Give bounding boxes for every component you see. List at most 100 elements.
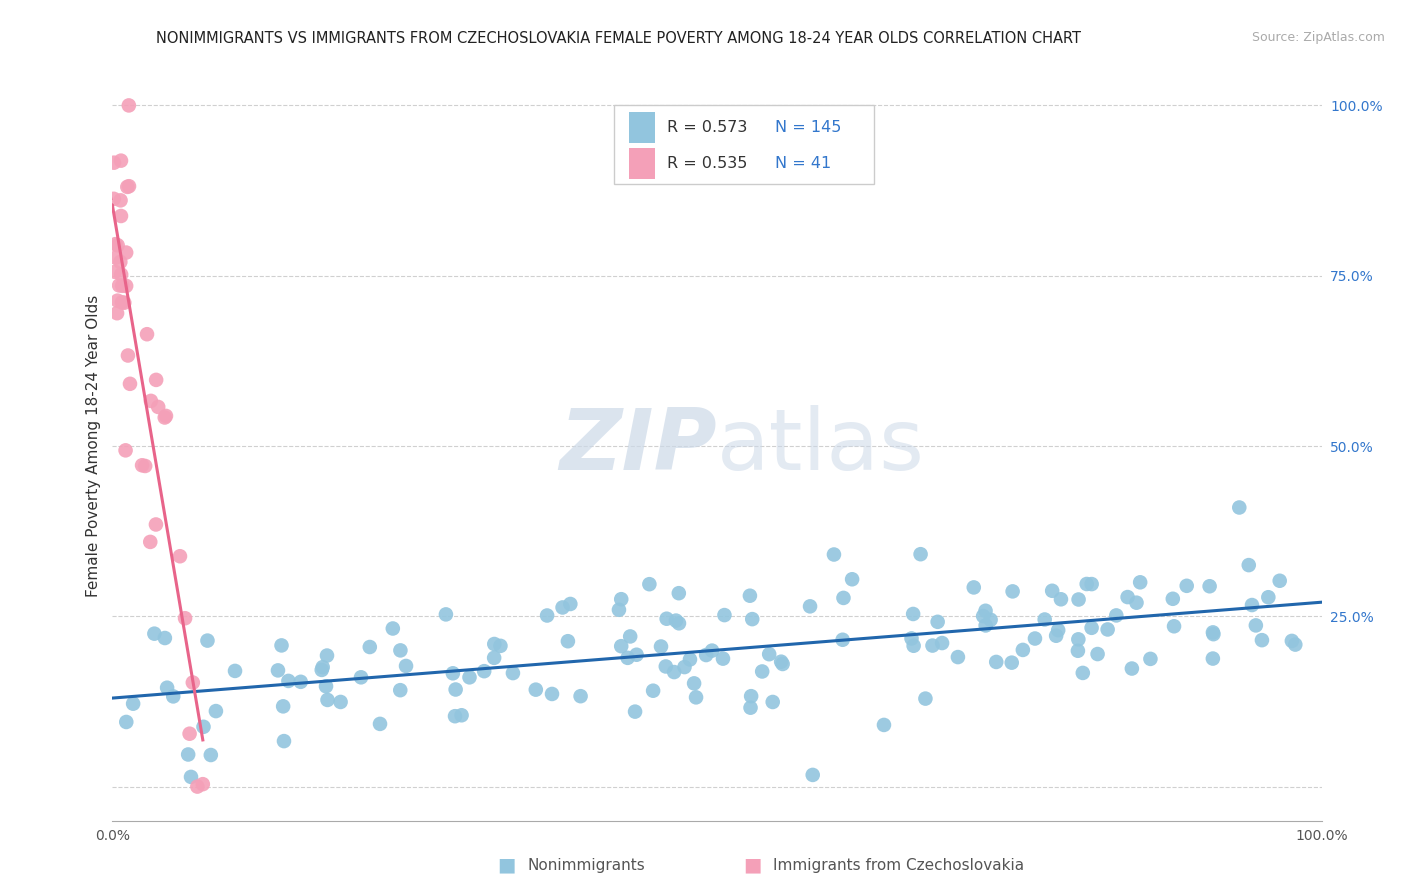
Point <box>1067 644 1090 658</box>
Point <box>145 517 167 532</box>
Point <box>179 727 201 741</box>
Point <box>643 683 665 698</box>
Point <box>111 295 134 310</box>
Point <box>444 682 467 697</box>
Point <box>1116 590 1139 604</box>
FancyBboxPatch shape <box>628 112 655 144</box>
Point <box>311 663 333 677</box>
Point <box>1080 621 1102 635</box>
Point <box>695 648 717 662</box>
Point <box>770 655 793 669</box>
Point <box>1175 579 1198 593</box>
Point <box>740 689 762 703</box>
Point <box>741 612 763 626</box>
Point <box>205 704 228 718</box>
Point <box>927 615 949 629</box>
Point <box>607 603 630 617</box>
Point <box>312 660 335 674</box>
Text: Immigrants from Czechoslovakia: Immigrants from Czechoslovakia <box>773 858 1025 872</box>
Point <box>1202 625 1225 640</box>
Point <box>1139 652 1161 666</box>
Text: N = 41: N = 41 <box>775 156 831 171</box>
Point <box>484 637 506 651</box>
Point <box>557 634 579 648</box>
Text: N = 145: N = 145 <box>775 120 841 135</box>
Point <box>444 709 467 723</box>
Point <box>181 675 204 690</box>
Point <box>1202 627 1225 641</box>
Point <box>117 349 139 363</box>
Point <box>489 639 512 653</box>
Point <box>177 747 200 762</box>
Point <box>541 687 564 701</box>
Point <box>610 639 633 653</box>
Point <box>1284 638 1306 652</box>
Point <box>104 251 127 265</box>
Point <box>1080 577 1102 591</box>
Point <box>434 607 457 622</box>
Point <box>315 679 337 693</box>
Point <box>616 650 638 665</box>
Point <box>395 659 418 673</box>
FancyBboxPatch shape <box>628 148 655 179</box>
Point <box>114 443 136 458</box>
Point <box>193 720 215 734</box>
Point <box>103 155 125 169</box>
Point <box>389 683 412 698</box>
Point <box>1033 613 1056 627</box>
Point <box>1076 577 1098 591</box>
Point <box>107 238 129 252</box>
Point <box>873 718 896 732</box>
Point <box>139 393 162 408</box>
Point <box>103 192 125 206</box>
Point <box>224 664 246 678</box>
Text: NONIMMIGRANTS VS IMMIGRANTS FROM CZECHOSLOVAKIA FEMALE POVERTY AMONG 18-24 YEAR : NONIMMIGRANTS VS IMMIGRANTS FROM CZECHOS… <box>156 31 1081 46</box>
Point <box>1071 665 1094 680</box>
Point <box>108 278 131 293</box>
Point <box>200 747 222 762</box>
Point <box>136 327 159 342</box>
Point <box>482 650 505 665</box>
Point <box>1011 643 1033 657</box>
Point <box>668 586 690 600</box>
Point <box>1198 579 1220 593</box>
Point <box>655 659 678 673</box>
Text: ■: ■ <box>742 855 762 875</box>
Point <box>118 98 141 112</box>
Point <box>112 295 135 310</box>
Point <box>1163 619 1185 633</box>
Point <box>105 306 128 320</box>
Text: R = 0.535: R = 0.535 <box>668 156 748 171</box>
Point <box>921 639 943 653</box>
Point <box>711 651 734 665</box>
Point <box>980 613 1002 627</box>
Point <box>1268 574 1291 588</box>
Point <box>186 780 208 794</box>
Point <box>551 600 574 615</box>
Point <box>832 591 855 605</box>
Point <box>751 665 773 679</box>
Point <box>679 652 702 666</box>
Point <box>115 714 138 729</box>
Point <box>624 705 647 719</box>
Point <box>758 647 780 661</box>
Point <box>115 245 138 260</box>
Text: ZIP: ZIP <box>560 404 717 488</box>
Point <box>122 697 145 711</box>
Point <box>903 639 925 653</box>
Point <box>650 640 672 654</box>
Text: ■: ■ <box>496 855 516 875</box>
Point <box>110 255 132 269</box>
Point <box>502 666 524 681</box>
Point <box>610 592 633 607</box>
Point <box>1047 623 1070 637</box>
Point <box>662 665 685 679</box>
Point <box>1067 632 1090 647</box>
Point <box>117 180 139 194</box>
Y-axis label: Female Poverty Among 18-24 Year Olds: Female Poverty Among 18-24 Year Olds <box>86 295 101 597</box>
Point <box>359 640 381 654</box>
Point <box>799 599 821 614</box>
Point <box>277 673 299 688</box>
Point <box>156 681 179 695</box>
Point <box>110 153 132 168</box>
